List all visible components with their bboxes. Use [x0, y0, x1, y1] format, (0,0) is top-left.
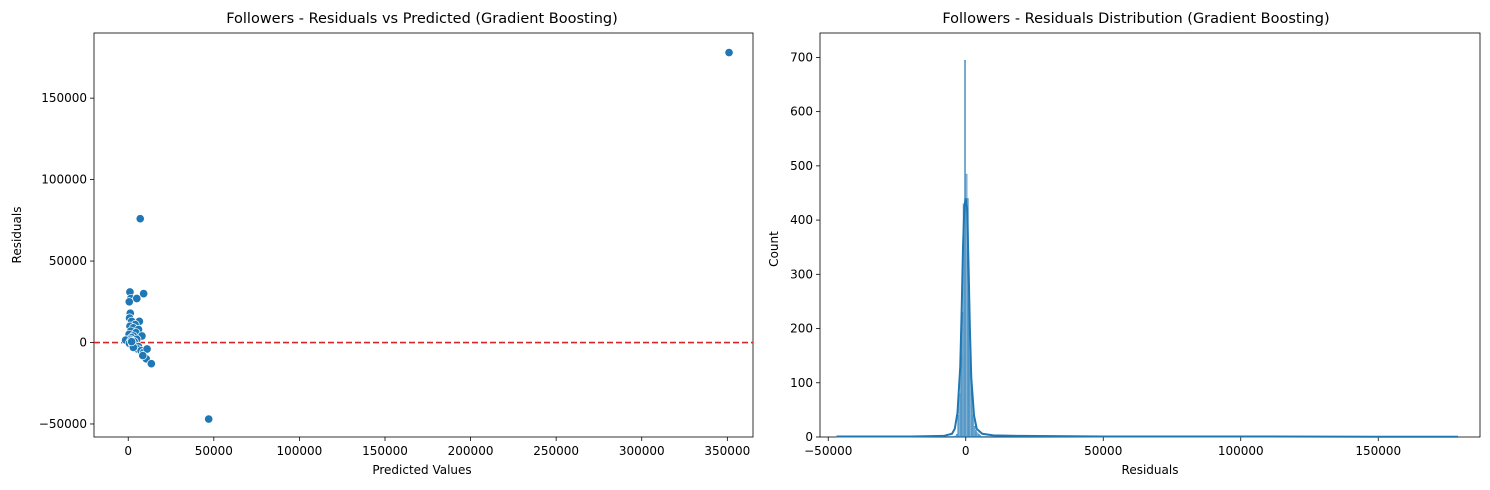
histogram-title: Followers - Residuals Distribution (Grad… [942, 11, 1329, 27]
histogram-x-ticks: −50000 0 50000 100000 150000 [804, 437, 1401, 458]
histogram-plot-area [819, 32, 1481, 438]
histogram-bar [957, 415, 960, 438]
scatter-y-tick-label: −50000 [39, 417, 87, 431]
scatter-x-tick-label: 50000 [195, 444, 233, 458]
scatter-point [135, 214, 145, 224]
histogram-x-tick-label: 100000 [1218, 444, 1264, 458]
histogram-y-tick-label: 300 [790, 267, 813, 281]
histogram-y-tick-label: 500 [790, 159, 813, 173]
scatter-y-tick-label: 50000 [49, 254, 87, 268]
histogram-y-tick-label: 100 [790, 376, 813, 390]
scatter-x-tick-label: 200000 [448, 444, 494, 458]
histogram-y-tick-label: 400 [790, 213, 813, 227]
histogram-y-ticks: 0 100 200 300 400 500 600 700 [790, 50, 820, 444]
scatter-x-ticks: 0 50000 100000 150000 200000 250000 300000 3500… [124, 437, 750, 458]
scatter-point [138, 350, 148, 361]
scatter-x-tick-label: 250000 [533, 444, 579, 458]
scatter-y-tick-label: 150000 [41, 91, 87, 105]
histogram-y-tick-label: 600 [790, 105, 813, 119]
scatter-y-tick-label: 100000 [41, 173, 87, 187]
histogram-bar [964, 59, 966, 438]
scatter-plot-area [93, 32, 754, 438]
histogram-x-tick-label: 50000 [1084, 444, 1122, 458]
histogram-bars [836, 59, 1458, 438]
scatter-point [142, 344, 152, 354]
residuals-scatter-chart: Followers - Residuals vs Predicted (Grad… [10, 11, 754, 477]
scatter-x-tick-label: 100000 [276, 444, 322, 458]
kde-line [836, 198, 1458, 438]
histogram-bar [973, 426, 976, 438]
scatter-point [132, 293, 142, 304]
histogram-x-tick-label: −50000 [804, 444, 852, 458]
histogram-x-tick-label: 0 [962, 444, 970, 458]
histogram-y-tick-label: 0 [805, 430, 813, 444]
residuals-histogram-chart: Followers - Residuals Distribution (Grad… [767, 11, 1481, 477]
histogram-kde-curve [836, 198, 1458, 438]
scatter-point [139, 289, 149, 299]
scatter-x-tick-label: 150000 [362, 444, 408, 458]
histogram-x-tick-label: 150000 [1355, 444, 1401, 458]
histogram-y-tick-label: 700 [790, 50, 813, 64]
scatter-points [121, 47, 734, 424]
scatter-x-tick-label: 0 [124, 444, 132, 458]
scatter-point [724, 47, 734, 58]
scatter-x-tick-label: 300000 [619, 444, 665, 458]
scatter-x-label: Predicted Values [372, 463, 471, 477]
scatter-x-tick-label: 350000 [704, 444, 750, 458]
scatter-point [127, 337, 137, 347]
scatter-y-label: Residuals [10, 207, 24, 264]
histogram-y-tick-label: 200 [790, 322, 813, 336]
scatter-y-ticks: −50000 0 50000 100000 150000 [39, 91, 94, 431]
scatter-point [124, 297, 134, 307]
histogram-x-label: Residuals [1122, 463, 1179, 477]
scatter-y-tick-label: 0 [79, 336, 87, 350]
scatter-point [146, 359, 156, 369]
scatter-point [204, 414, 214, 424]
histogram-y-label: Count [767, 231, 781, 267]
scatter-title: Followers - Residuals vs Predicted (Grad… [226, 11, 618, 27]
